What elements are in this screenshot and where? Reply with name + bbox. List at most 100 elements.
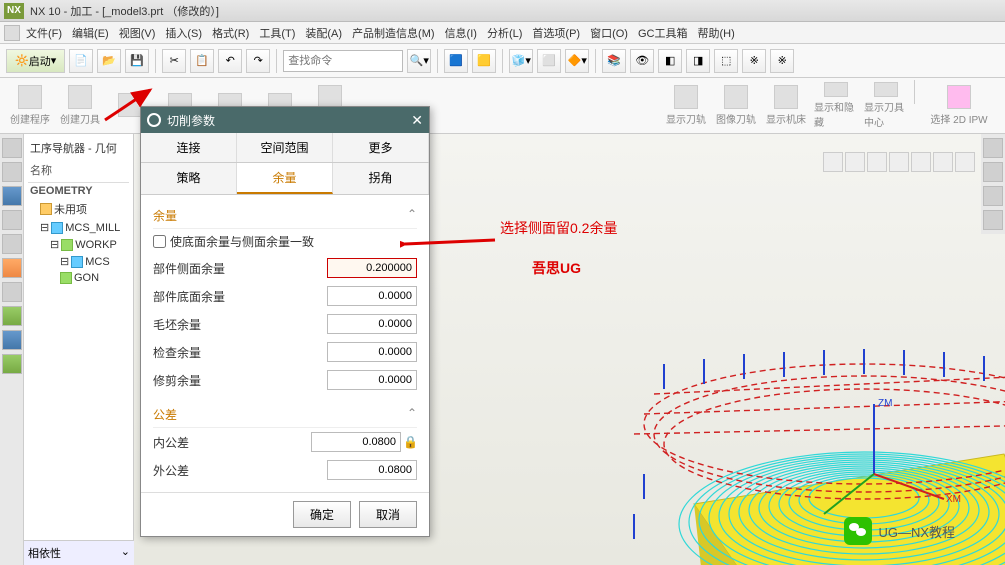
close-icon[interactable]: ✕	[411, 112, 423, 129]
tb-icon-2[interactable]: 🟨	[472, 49, 496, 73]
nav-icon-10[interactable]	[2, 354, 22, 374]
ok-button[interactable]: 确定	[293, 501, 351, 528]
view-tool-6[interactable]	[933, 152, 953, 172]
intol-input[interactable]	[311, 432, 401, 452]
ribbon-show-hide[interactable]: 显示和隐藏	[812, 80, 860, 131]
same-stock-checkbox[interactable]	[153, 235, 166, 248]
ribbon-create-tool[interactable]: 创建刀具	[56, 80, 104, 131]
tab-stock[interactable]: 余量	[237, 163, 333, 194]
copy-button[interactable]: 📋	[190, 49, 214, 73]
menu-file[interactable]: 文件(F)	[22, 23, 66, 43]
op-icon	[60, 272, 72, 284]
tb-cube-icon[interactable]: 🧊▾	[509, 49, 533, 73]
menu-analysis[interactable]: 分析(L)	[483, 23, 526, 43]
right-icon-4[interactable]	[983, 210, 1003, 230]
side-stock-input[interactable]	[327, 258, 417, 278]
outtol-input[interactable]	[327, 460, 417, 480]
tree-mcs-mill[interactable]: ⊟ MCS_MILL	[28, 219, 129, 236]
menu-insert[interactable]: 插入(S)	[161, 23, 206, 43]
nav-icon-9[interactable]	[2, 330, 22, 350]
wechat-watermark: UG—NX教程	[844, 517, 955, 545]
menu-tools[interactable]: 工具(T)	[255, 23, 299, 43]
nav-icon-2[interactable]	[2, 162, 22, 182]
blank-stock-input[interactable]	[327, 314, 417, 334]
tb-fit-icon[interactable]: ⬜	[537, 49, 561, 73]
menu-assembly[interactable]: 装配(A)	[301, 23, 346, 43]
view-tool-7[interactable]	[955, 152, 975, 172]
undo-button[interactable]: ↶	[218, 49, 242, 73]
annotation-text-2: 吾思UG	[532, 258, 581, 278]
app-icon[interactable]	[4, 25, 20, 41]
tab-strategy[interactable]: 策略	[141, 163, 237, 194]
menu-help[interactable]: 帮助(H)	[693, 23, 738, 43]
tb-misc1-icon[interactable]: ◧	[658, 49, 682, 73]
nav-icon-5[interactable]	[2, 234, 22, 254]
tb-misc2-icon[interactable]: ◨	[686, 49, 710, 73]
nav-icon-6[interactable]	[2, 258, 22, 278]
redo-button[interactable]: ↷	[246, 49, 270, 73]
section-tolerance[interactable]: 公差⌃	[153, 402, 417, 428]
workpiece-icon	[61, 239, 73, 251]
tb-misc3-icon[interactable]: ⬚	[714, 49, 738, 73]
right-icon-3[interactable]	[983, 186, 1003, 206]
command-search-input[interactable]	[283, 50, 403, 72]
menu-gctools[interactable]: GC工具箱	[634, 23, 692, 43]
tab-connect[interactable]: 连接	[141, 133, 237, 162]
tb-shade-icon[interactable]: 🔶▾	[565, 49, 589, 73]
ribbon-show-path[interactable]: 显示刀轨	[662, 80, 710, 131]
tb-icon-1[interactable]: 🟦	[444, 49, 468, 73]
view-tool-4[interactable]	[889, 152, 909, 172]
nav-icon-4[interactable]	[2, 210, 22, 230]
section-stock[interactable]: 余量⌃	[153, 203, 417, 229]
right-icon-1[interactable]	[983, 138, 1003, 158]
tab-corner[interactable]: 拐角	[333, 163, 429, 194]
nav-icon-1[interactable]	[2, 138, 22, 158]
tree-workpiece[interactable]: ⊟ WORKP	[28, 236, 129, 253]
dialog-title-bar[interactable]: 切削参数 ✕	[141, 107, 429, 133]
tree-unused[interactable]: 未用项	[28, 199, 129, 219]
ribbon-select-2d-ipw[interactable]: 选择 2D IPW	[919, 80, 999, 131]
tb-layer-icon[interactable]: 📚	[602, 49, 626, 73]
view-tool-1[interactable]	[823, 152, 843, 172]
menu-pmi[interactable]: 产品制造信息(M)	[348, 23, 439, 43]
nav-icon-8[interactable]	[2, 306, 22, 326]
tab-space[interactable]: 空间范围	[237, 133, 333, 162]
new-button[interactable]: 📄	[69, 49, 93, 73]
cutting-params-dialog: 切削参数 ✕ 连接 空间范围 更多 策略 余量 拐角 余量⌃ 使底面余量与侧面余…	[140, 106, 430, 537]
nav-icon-3[interactable]	[2, 186, 22, 206]
search-button[interactable]: 🔍▾	[407, 49, 431, 73]
menu-info[interactable]: 信息(I)	[441, 23, 481, 43]
view-tool-3[interactable]	[867, 152, 887, 172]
menu-view[interactable]: 视图(V)	[115, 23, 160, 43]
menu-prefs[interactable]: 首选项(P)	[528, 23, 584, 43]
open-button[interactable]: 📂	[97, 49, 121, 73]
tree-mcs[interactable]: ⊟ MCS	[28, 253, 129, 270]
cancel-button[interactable]: 取消	[359, 501, 417, 528]
tb-misc4-icon[interactable]: ※	[742, 49, 766, 73]
tb-vis-icon[interactable]: 👁	[630, 49, 654, 73]
menu-format[interactable]: 格式(R)	[208, 23, 253, 43]
save-button[interactable]: 💾	[125, 49, 149, 73]
view-tool-2[interactable]	[845, 152, 865, 172]
menu-window[interactable]: 窗口(O)	[586, 23, 632, 43]
mcs2-icon	[71, 256, 83, 268]
cut-button[interactable]: ✂	[162, 49, 186, 73]
trim-stock-input[interactable]	[327, 370, 417, 390]
tree-geometry[interactable]: GEOMETRY	[28, 183, 129, 199]
view-tool-5[interactable]	[911, 152, 931, 172]
floor-stock-input[interactable]	[327, 286, 417, 306]
menu-edit[interactable]: 编辑(E)	[68, 23, 113, 43]
check-stock-input[interactable]	[327, 342, 417, 362]
right-icon-2[interactable]	[983, 162, 1003, 182]
dependency-panel[interactable]: 相依性 ⌄	[24, 540, 134, 565]
tab-more[interactable]: 更多	[333, 133, 429, 162]
tb-misc5-icon[interactable]: ※	[770, 49, 794, 73]
ribbon-tool-center[interactable]: 显示刀具中心	[862, 80, 910, 131]
ribbon-image-path[interactable]: 图像刀轨	[712, 80, 760, 131]
nav-icon-7[interactable]	[2, 282, 22, 302]
ribbon-create-program[interactable]: 创建程序	[6, 80, 54, 131]
ribbon-show-machine[interactable]: 显示机床	[762, 80, 810, 131]
tree-gon[interactable]: GON	[28, 270, 129, 286]
lock-icon[interactable]: 🔒	[403, 435, 417, 449]
start-button[interactable]: 🔆 启动 ▾	[6, 49, 65, 73]
